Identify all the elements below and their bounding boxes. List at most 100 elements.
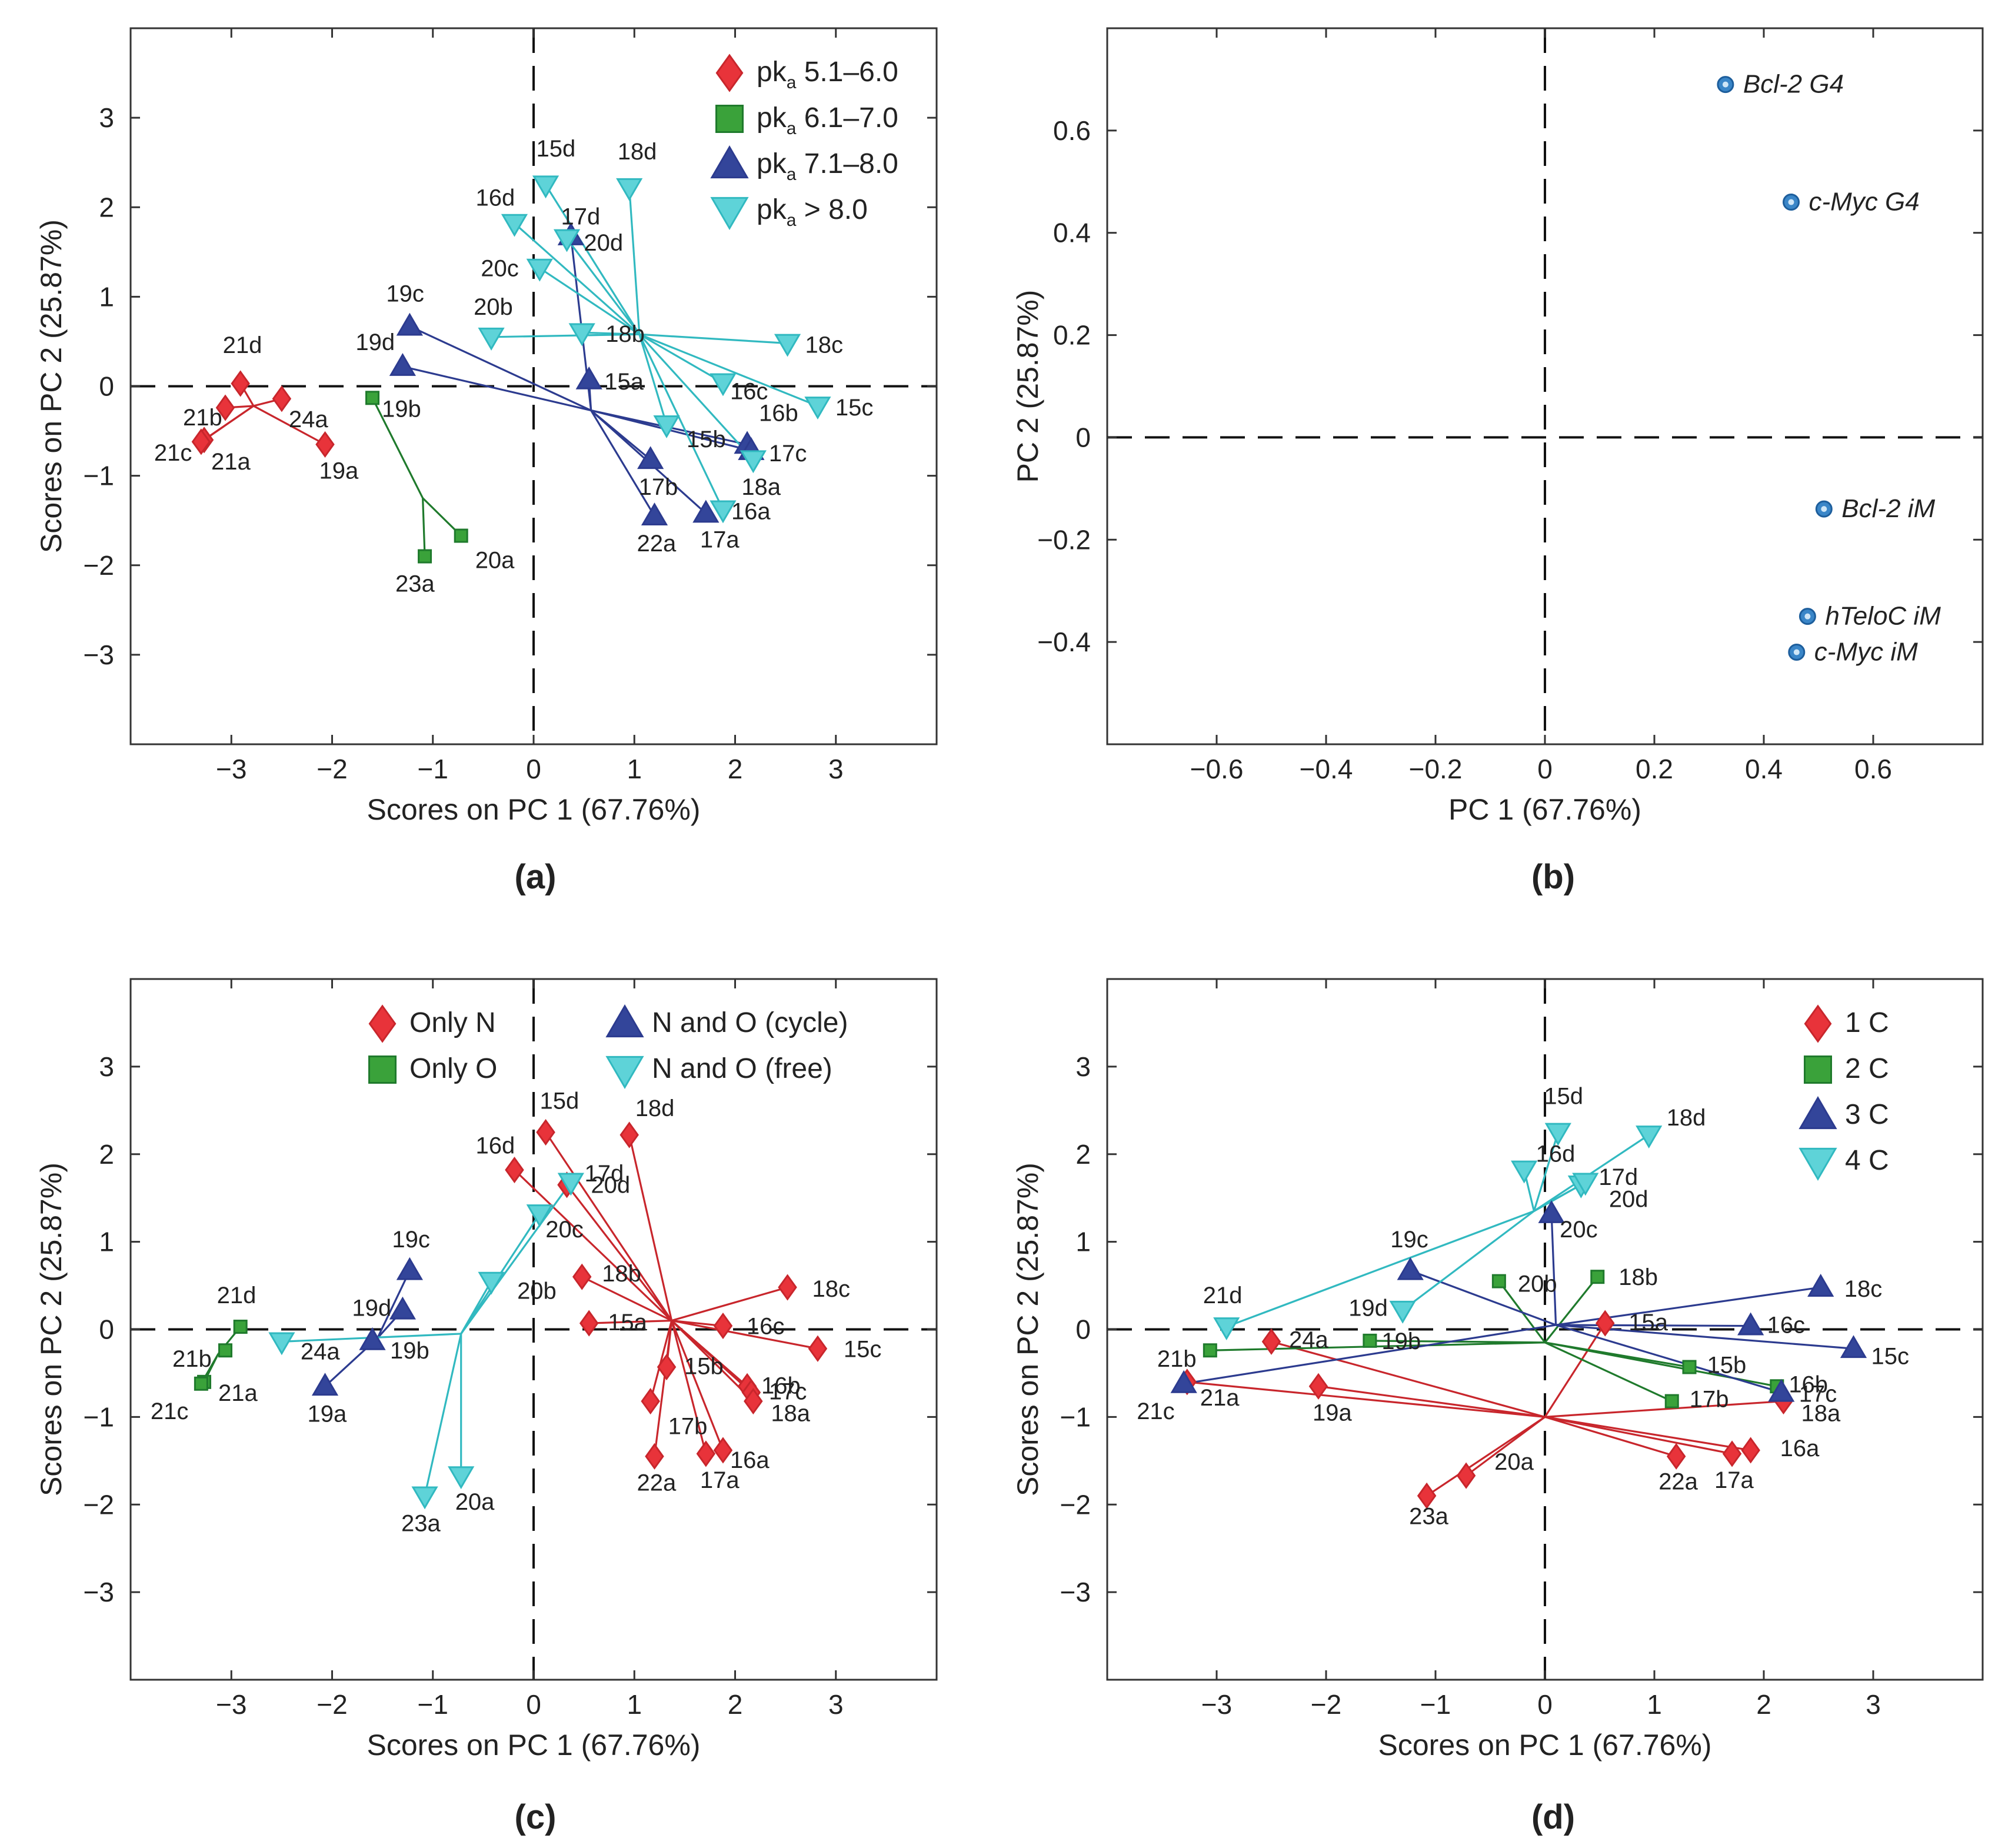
panel-caption: (c) <box>515 1798 557 1836</box>
data-point <box>526 1204 553 1227</box>
data-point <box>645 1443 664 1470</box>
legend-text-rest: 7.1–8.0 <box>796 148 898 179</box>
spoke-line <box>650 1320 673 1401</box>
y-tick-label: 1 <box>99 1227 114 1257</box>
point-label: 19b <box>390 1338 429 1364</box>
data-point <box>532 175 559 199</box>
point-label: 24a <box>289 407 328 432</box>
data-point <box>575 366 602 389</box>
data-point-highlight <box>1793 649 1800 655</box>
x-tick-label: 1 <box>1647 1689 1662 1720</box>
point-label: 15b <box>684 1354 724 1380</box>
point-label: 18a <box>771 1401 810 1427</box>
x-tick-label: 3 <box>828 754 844 784</box>
y-tick-label: −1 <box>84 461 114 491</box>
x-tick-label: −2 <box>1311 1689 1341 1720</box>
data-point <box>365 391 379 405</box>
point-label: 16a <box>731 498 771 524</box>
y-tick-label: 3 <box>99 1051 114 1082</box>
data-point <box>616 178 643 201</box>
spoke-line <box>1544 1276 1598 1343</box>
x-tick-label: 0.2 <box>1636 754 1673 784</box>
spoke-line <box>671 1320 707 1454</box>
data-point <box>536 1118 555 1146</box>
spoke-line <box>566 1184 672 1321</box>
point-label: 23a <box>401 1510 441 1536</box>
data-point <box>641 502 668 525</box>
spoke-line <box>1210 1341 1546 1351</box>
y-axis-label: Scores on PC 2 (25.87%) <box>35 219 68 553</box>
group-spokes-red <box>514 1131 818 1457</box>
legend-label: pka 5.1–6.0 <box>757 56 898 92</box>
point-label: 19d <box>355 329 395 355</box>
data-point <box>396 312 423 336</box>
point-label: 18c <box>805 332 844 358</box>
point-label: 22a <box>637 531 677 557</box>
y-tick-label: 0.6 <box>1053 115 1091 146</box>
data-point <box>233 1320 248 1334</box>
point-label: 19a <box>319 458 359 484</box>
legend-text: pk <box>757 148 787 179</box>
legend-text: pk <box>757 194 787 225</box>
x-axis-label: PC 1 (67.76%) <box>1448 793 1641 826</box>
spoke-line <box>514 222 640 335</box>
data-point <box>1544 1123 1571 1146</box>
data-point <box>315 431 335 458</box>
spoke-line <box>671 1320 818 1350</box>
point-label: 21d <box>223 332 262 358</box>
data-point <box>1572 1173 1599 1196</box>
spoke-line <box>1544 1416 1677 1457</box>
point-label: 19a <box>308 1401 347 1427</box>
y-tick-label: 0.4 <box>1053 218 1091 248</box>
point-label: 20d <box>584 230 623 256</box>
data-point <box>191 428 211 455</box>
point-label: 17b <box>639 474 678 500</box>
data-point <box>572 1263 592 1290</box>
legend-label: N and O (free) <box>652 1053 832 1084</box>
y-tick-label: 0 <box>1075 1314 1091 1345</box>
x-tick-label: 1 <box>627 754 642 784</box>
point-label: 19a <box>1313 1400 1352 1426</box>
y-tick-label: −2 <box>1060 1489 1091 1520</box>
data-point <box>1682 1360 1697 1374</box>
spoke-line <box>377 1270 411 1339</box>
legend-marker <box>605 1055 644 1089</box>
point-label: 20d <box>1609 1186 1648 1212</box>
point-label: 15a <box>1628 1310 1668 1336</box>
legend-text-rest: 6.1–7.0 <box>796 102 898 134</box>
panel-d: −3 −2 −1 0 1 2 3 −3 −2 −1 0 1 2 3 Scores on PC 1 (67.7… <box>1011 978 1984 1836</box>
point-label: 16c <box>747 1314 785 1340</box>
point-label: 21a <box>211 449 251 475</box>
spoke-line <box>671 1286 788 1322</box>
data-point <box>359 1327 386 1350</box>
data-point <box>501 214 528 237</box>
data-point <box>1170 1370 1197 1393</box>
data-point <box>1722 1440 1742 1467</box>
spoke-line <box>1550 1213 1557 1326</box>
point-label: c-Myc iM <box>1814 638 1918 667</box>
data-point <box>804 397 831 419</box>
data-point <box>389 353 416 376</box>
data-point <box>268 1332 295 1356</box>
data-point <box>1261 1328 1281 1355</box>
legend-text: Only O <box>409 1053 497 1084</box>
legend-item: N and O (cycle) <box>605 1004 848 1038</box>
spoke-line <box>422 498 426 557</box>
point-label: 17d <box>561 204 601 229</box>
legend-subscript: a <box>787 119 797 138</box>
legend-item: 4 C <box>1798 1145 1889 1181</box>
point-label: 20b <box>517 1278 557 1304</box>
point-label: Bcl-2 G4 <box>1743 70 1844 99</box>
point-label: 16d <box>475 1133 515 1159</box>
spoke-line <box>639 333 818 407</box>
spoke-line <box>638 334 754 461</box>
data-point-highlight <box>1804 613 1811 620</box>
data-point <box>311 1373 339 1396</box>
spoke-line <box>590 409 655 517</box>
y-tick-label: −3 <box>84 640 114 670</box>
data-point <box>1456 1462 1476 1489</box>
data-point <box>454 528 468 543</box>
x-tick-label: −3 <box>216 1689 247 1720</box>
panel-b: −0.6 −0.4 −0.2 0 0.2 0.4 0.6 −0.4 −0.2 0 0.2 0.4 0.6… <box>1011 27 1984 896</box>
spoke-line <box>638 334 668 425</box>
